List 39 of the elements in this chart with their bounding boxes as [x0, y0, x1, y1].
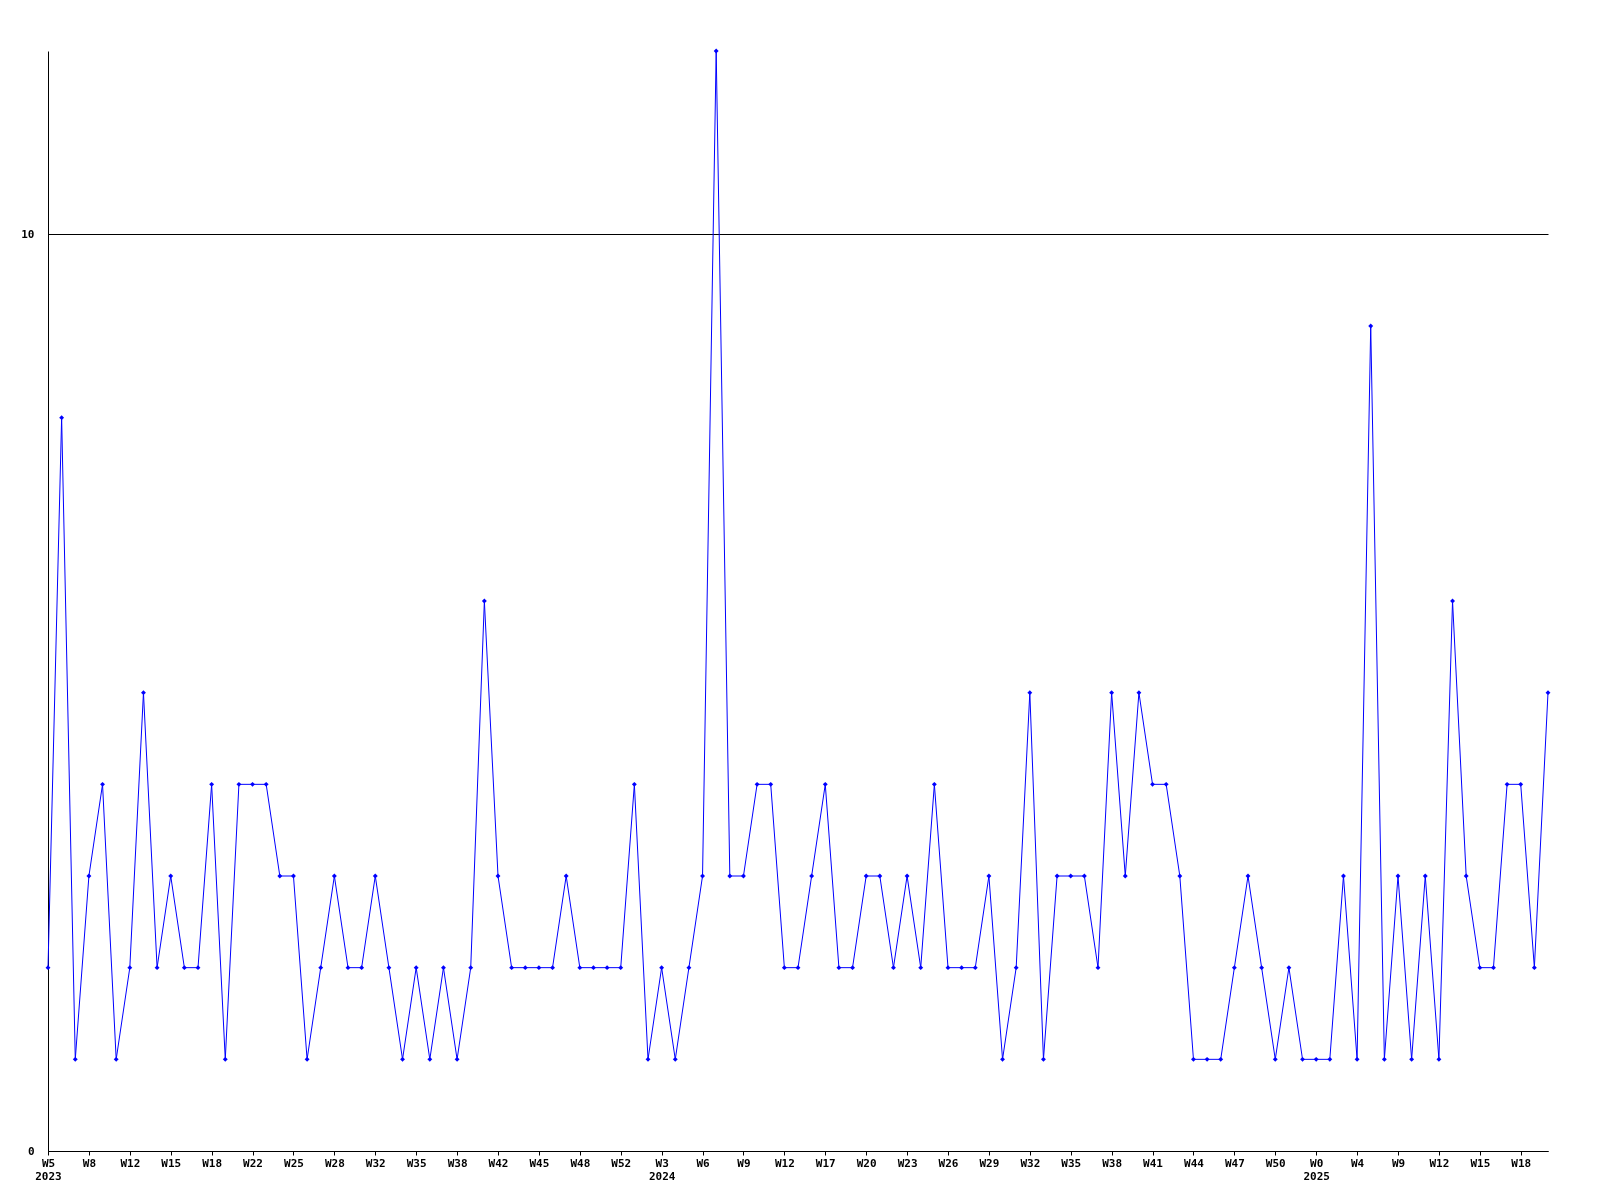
y-tick-label: 10	[21, 227, 35, 241]
x-tick-label: W35	[1061, 1156, 1082, 1170]
x-tick-label: W20	[856, 1156, 877, 1170]
y-tick-label: 0	[27, 1144, 35, 1158]
x-tick-label: W22	[243, 1156, 263, 1170]
x-tick-label: W6	[696, 1156, 711, 1170]
x-tick-label: W48	[570, 1156, 591, 1170]
x-tick-label: W9	[737, 1156, 751, 1170]
x-tick-label: W15	[1470, 1156, 1491, 1170]
x-tick-label: W4	[1350, 1156, 1365, 1170]
x-tick-label: W8	[82, 1156, 97, 1170]
x-tick-label: W50	[1265, 1156, 1286, 1170]
x-tick-label: W28	[324, 1156, 345, 1170]
x-tick-label: W29	[979, 1156, 1000, 1170]
x-tick-label: W32	[1020, 1156, 1041, 1170]
x-tick-label: W45	[529, 1156, 550, 1170]
x-tick-label: W44	[1184, 1156, 1205, 1170]
x-tick-label: W26	[938, 1156, 959, 1170]
x-tick-label: W15	[161, 1156, 182, 1170]
x-tick-label: W38	[447, 1156, 468, 1170]
x-tick-label: W12	[774, 1156, 795, 1170]
x-tick-label: W38	[1102, 1156, 1123, 1170]
x-tick-label: W12	[1429, 1156, 1450, 1170]
x-tick-label: W42	[488, 1156, 509, 1170]
x-tick-label: W32	[365, 1156, 386, 1170]
x-tick-label: W18	[202, 1156, 223, 1170]
x-tick-label: W18	[1511, 1156, 1532, 1170]
x-tick-label: W47	[1224, 1156, 1245, 1170]
x-tick-label: W41	[1143, 1156, 1164, 1170]
x-tick-label: W5 2023	[35, 1156, 62, 1183]
x-tick-label: W9	[1391, 1156, 1406, 1170]
x-tick-label: W23	[897, 1156, 918, 1170]
x-tick-label: W17	[815, 1156, 836, 1170]
x-tick-label: W0 2025	[1303, 1156, 1330, 1183]
x-tick-label: W25	[284, 1156, 304, 1170]
x-tick-label: W3 2024	[648, 1156, 676, 1183]
x-tick-label: W35	[406, 1156, 427, 1170]
x-tick-label: W12	[120, 1156, 141, 1170]
x-tick-label: W52	[611, 1156, 632, 1170]
